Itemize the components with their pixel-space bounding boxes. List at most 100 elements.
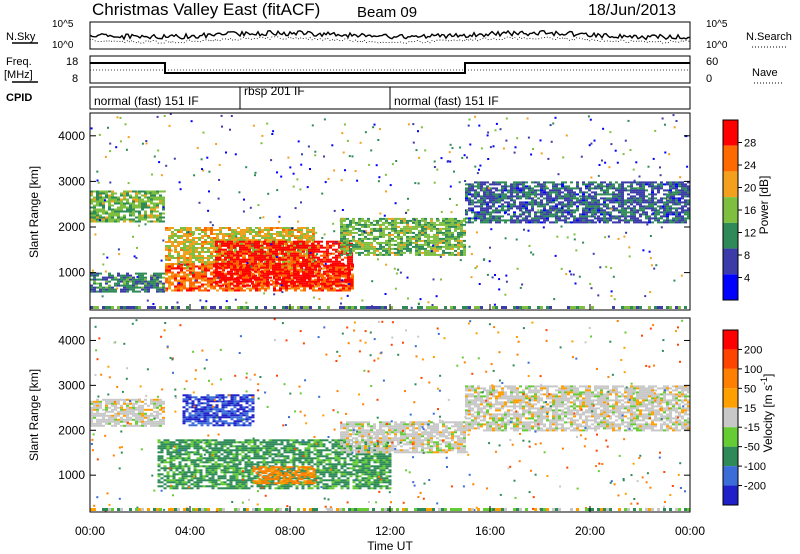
heatmap-cell bbox=[621, 205, 624, 208]
heatmap-cell bbox=[254, 276, 257, 279]
heatmap-cell bbox=[192, 261, 195, 263]
heatmap-cell bbox=[681, 205, 684, 208]
heatmap-cell bbox=[156, 278, 159, 281]
heatmap-cell bbox=[427, 233, 430, 236]
heatmap-cell bbox=[642, 181, 645, 184]
heatmap-cell bbox=[213, 281, 216, 284]
heatmap-cell bbox=[297, 251, 300, 253]
heatmap-cell bbox=[346, 227, 349, 230]
heatmap-cell bbox=[296, 260, 299, 263]
heatmap-cell bbox=[141, 276, 144, 279]
heatmap-cell bbox=[282, 235, 285, 237]
heatmap-cell bbox=[332, 248, 335, 251]
heatmap-cell bbox=[433, 223, 436, 226]
heatmap-cell bbox=[630, 187, 633, 190]
heatmap-cell bbox=[436, 219, 439, 222]
heatmap-cell bbox=[666, 199, 669, 202]
heatmap-cell bbox=[567, 199, 570, 202]
heatmap-cell bbox=[198, 287, 201, 290]
heatmap-cell bbox=[209, 221, 212, 224]
heatmap-cell bbox=[576, 197, 579, 200]
heatmap-cell bbox=[278, 260, 281, 263]
heatmap-cell bbox=[308, 276, 311, 279]
heatmap-cell bbox=[591, 197, 594, 200]
heatmap-cell bbox=[311, 264, 314, 267]
heatmap-cell bbox=[594, 187, 597, 190]
heatmap-cell bbox=[240, 237, 243, 239]
heatmap-cell bbox=[507, 191, 510, 194]
heatmap-cell bbox=[308, 278, 311, 281]
heatmap-cell bbox=[615, 209, 618, 212]
heatmap-cell bbox=[558, 217, 561, 220]
heatmap-cell bbox=[120, 206, 123, 209]
heatmap-cell bbox=[195, 241, 198, 243]
heatmap-cell bbox=[471, 221, 474, 224]
heatmap-cell bbox=[451, 233, 454, 236]
heatmap-cell bbox=[339, 287, 342, 290]
heatmap-cell bbox=[531, 189, 534, 192]
heatmap-cell bbox=[242, 276, 245, 279]
heatmap-cell bbox=[108, 276, 111, 279]
heatmap-cell bbox=[406, 225, 409, 228]
heatmap-cell bbox=[555, 211, 558, 214]
heatmap-cell bbox=[623, 235, 626, 238]
heatmap-cell bbox=[570, 191, 573, 194]
heatmap-cell bbox=[445, 219, 448, 222]
heatmap-cell bbox=[129, 208, 132, 211]
heatmap-cell bbox=[474, 213, 477, 216]
heatmap-cell bbox=[531, 221, 534, 224]
heatmap-cell bbox=[681, 221, 684, 224]
heatmap-cell bbox=[276, 239, 279, 241]
heatmap-cell bbox=[163, 190, 166, 193]
heatmap-cell bbox=[459, 259, 462, 262]
heatmap-cell bbox=[566, 236, 569, 239]
heatmap-cell bbox=[439, 255, 442, 258]
heatmap-cell bbox=[651, 205, 654, 208]
heatmap-cell bbox=[344, 268, 347, 271]
heatmap-cell bbox=[445, 227, 448, 230]
heatmap-cell bbox=[546, 193, 549, 196]
heatmap-cell bbox=[350, 276, 353, 279]
heatmap-cell bbox=[391, 243, 394, 246]
heatmap-cell bbox=[678, 207, 681, 210]
heatmap-cell bbox=[630, 217, 633, 220]
heatmap-cell bbox=[558, 219, 561, 222]
heatmap-cell bbox=[400, 231, 403, 234]
heatmap-cell bbox=[415, 241, 418, 244]
heatmap-cell bbox=[463, 154, 466, 157]
heatmap-cell bbox=[248, 240, 251, 243]
heatmap-cell bbox=[567, 221, 570, 224]
heatmap-cell bbox=[260, 254, 263, 257]
heatmap-cell bbox=[323, 254, 326, 257]
heatmap-cell bbox=[273, 275, 276, 278]
heatmap-cell bbox=[672, 114, 675, 117]
heatmap-cell bbox=[284, 280, 287, 283]
heatmap-cell bbox=[315, 289, 318, 292]
heatmap-cell bbox=[639, 193, 642, 196]
heatmap-cell bbox=[120, 204, 123, 207]
heatmap-cell bbox=[418, 231, 421, 234]
heatmap-cell bbox=[261, 263, 264, 266]
heatmap-cell bbox=[321, 237, 324, 239]
heatmap-cell bbox=[681, 185, 684, 188]
heatmap-cell bbox=[522, 203, 525, 206]
heatmap-cell bbox=[326, 264, 329, 267]
heatmap-cell bbox=[350, 268, 353, 271]
heatmap-cell bbox=[531, 219, 534, 222]
heatmap-cell bbox=[263, 262, 266, 265]
heatmap-cell bbox=[489, 205, 492, 208]
heatmap-cell bbox=[335, 256, 338, 259]
heatmap-cell bbox=[275, 244, 278, 247]
heatmap-cell bbox=[275, 272, 278, 275]
heatmap-cell bbox=[91, 269, 94, 272]
heatmap-cell bbox=[320, 250, 323, 253]
heatmap-cell bbox=[448, 245, 451, 248]
heatmap-cell bbox=[165, 249, 168, 251]
heatmap-cell bbox=[525, 197, 528, 200]
heatmap-cell bbox=[248, 244, 251, 247]
heatmap-cell bbox=[657, 189, 660, 192]
heatmap-cell bbox=[156, 206, 159, 209]
heatmap-cell bbox=[159, 194, 162, 197]
heatmap-cell bbox=[230, 240, 233, 243]
heatmap-cell bbox=[341, 250, 344, 253]
